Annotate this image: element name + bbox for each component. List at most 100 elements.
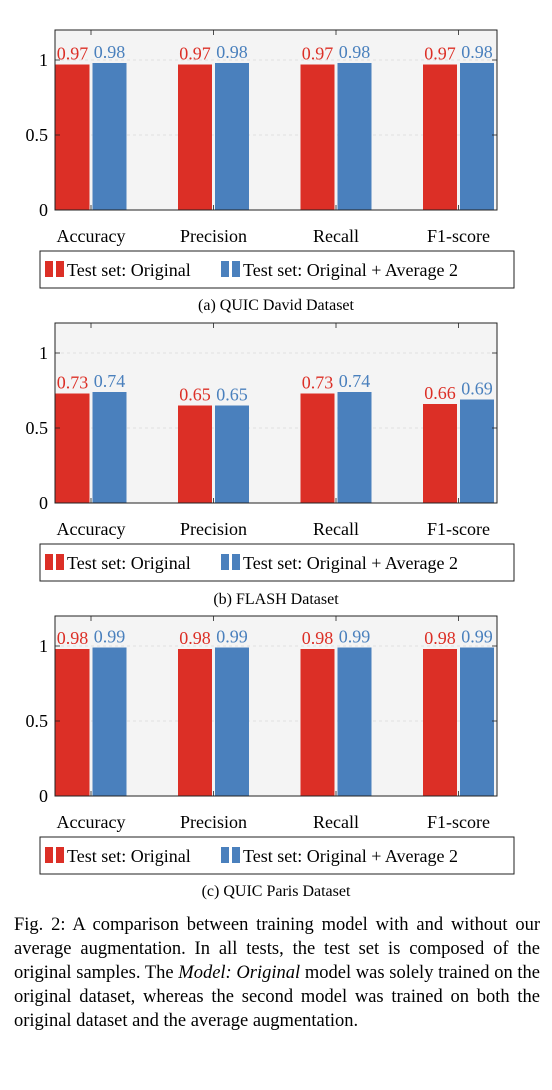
data-label: 0.97 bbox=[424, 44, 456, 64]
legend-swatch bbox=[56, 261, 64, 277]
x-tick-label: F1-score bbox=[427, 812, 490, 832]
legend-swatch bbox=[45, 847, 53, 863]
legend-item-original: Test set: Original bbox=[45, 260, 191, 280]
subfigure-caption-b: (b) FLASH Dataset bbox=[213, 591, 339, 608]
data-label: 0.74 bbox=[339, 371, 371, 391]
chart-panel-quic-paris: 0.98 0.98 0.98 0.980.99 0.99 0.99 0.9900.51Acc… bbox=[26, 615, 515, 875]
bar-augmented bbox=[215, 63, 249, 210]
legend-label: Test set: Original bbox=[67, 846, 191, 866]
bar-augmented bbox=[460, 63, 494, 210]
data-label: 0.98 bbox=[179, 628, 211, 648]
legend-label: Test set: Original bbox=[67, 553, 191, 573]
data-label: 0.97 bbox=[57, 44, 89, 64]
legend-box bbox=[39, 543, 515, 582]
data-label: 0.66 bbox=[424, 383, 456, 403]
data-label: 0.98 bbox=[461, 42, 493, 62]
data-label: 0.99 bbox=[216, 627, 248, 647]
data-label: 0.98 bbox=[302, 628, 334, 648]
x-tick-label: Recall bbox=[313, 226, 359, 246]
legend-box bbox=[39, 250, 515, 289]
bar-original bbox=[55, 649, 90, 796]
chart-panel-flash: 0.73 0.65 0.73 0.66 0.74 0.65 0.74 0.69 0 0.5 1 Acc… bbox=[26, 322, 515, 582]
legend-swatch bbox=[221, 261, 229, 277]
x-tick-label: Precision bbox=[180, 226, 247, 246]
x-tick-label: Recall bbox=[313, 519, 359, 539]
bar-original bbox=[423, 649, 457, 796]
data-label: 0.74 bbox=[94, 371, 126, 391]
data-label: 0.99 bbox=[94, 627, 126, 647]
y-tick-label: 1 bbox=[39, 636, 48, 656]
x-tick-label: Accuracy bbox=[57, 812, 126, 832]
data-label: 0.99 bbox=[461, 627, 493, 647]
legend-swatch bbox=[56, 847, 64, 863]
y-tick-label: 0.5 bbox=[26, 711, 49, 731]
y-tick-label: 0.5 bbox=[26, 125, 49, 145]
bar-original bbox=[300, 649, 335, 796]
legend-item-augmented: Test set: Original + Average 2 bbox=[221, 260, 458, 280]
legend-item-augmented: Test set: Original + Average 2 bbox=[221, 553, 458, 573]
x-tick-label: F1-score bbox=[427, 226, 490, 246]
legend-label: Test set: Original + Average 2 bbox=[243, 553, 458, 573]
subfigure-caption-a: (a) QUIC David Dataset bbox=[198, 297, 354, 314]
figure-caption: Fig. 2: A comparison between training mo… bbox=[14, 913, 540, 1033]
y-tick-label: 1 bbox=[39, 50, 48, 70]
bar-augmented bbox=[92, 63, 127, 210]
data-label: 0.98 bbox=[216, 42, 248, 62]
bar-original bbox=[423, 64, 457, 210]
bar-original bbox=[300, 64, 335, 210]
data-label: 0.69 bbox=[461, 379, 493, 399]
y-tick-label: 0 bbox=[39, 200, 48, 220]
legend-label: Test set: Original + Average 2 bbox=[243, 260, 458, 280]
legend-swatch bbox=[45, 554, 53, 570]
legend-swatch bbox=[56, 554, 64, 570]
x-tick-label: Precision bbox=[180, 812, 247, 832]
x-tick-label: Recall bbox=[313, 812, 359, 832]
legend-box bbox=[39, 836, 515, 875]
plot-frame bbox=[54, 322, 498, 504]
bar-original bbox=[55, 64, 90, 210]
bar-augmented bbox=[215, 405, 249, 503]
bar-original bbox=[300, 393, 335, 503]
plot-frame bbox=[54, 29, 498, 211]
bar-original bbox=[178, 405, 212, 503]
y-tick-label: 0.5 bbox=[26, 418, 49, 438]
data-label: 0.99 bbox=[339, 627, 371, 647]
plot-frame bbox=[54, 615, 498, 797]
y-tick-label: 0 bbox=[39, 786, 48, 806]
bar-original bbox=[55, 393, 90, 503]
data-label: 0.98 bbox=[57, 628, 89, 648]
bar-augmented bbox=[460, 399, 494, 503]
bar-augmented bbox=[337, 647, 372, 796]
figure-caption-model-name: Model: Original bbox=[178, 963, 301, 983]
y-tick-label: 1 bbox=[39, 343, 48, 363]
bar-augmented bbox=[92, 392, 127, 503]
y-tick-label: 0 bbox=[39, 493, 48, 513]
bar-original bbox=[178, 649, 212, 796]
legend-swatch bbox=[232, 261, 240, 277]
x-tick-label: Accuracy bbox=[57, 519, 126, 539]
data-label: 0.73 bbox=[302, 373, 334, 393]
bar-augmented bbox=[460, 647, 494, 796]
data-label: 0.73 bbox=[57, 373, 89, 393]
legend-swatch bbox=[232, 554, 240, 570]
legend-item-original: Test set: Original bbox=[45, 846, 191, 866]
legend-label: Test set: Original + Average 2 bbox=[243, 846, 458, 866]
x-tick-label: F1-score bbox=[427, 519, 490, 539]
legend-swatch bbox=[221, 847, 229, 863]
data-label: 0.65 bbox=[216, 385, 248, 405]
legend-swatch bbox=[221, 554, 229, 570]
legend-swatch bbox=[232, 847, 240, 863]
data-label: 0.98 bbox=[339, 42, 371, 62]
data-label: 0.97 bbox=[302, 44, 334, 64]
figure-caption-part1: Fig. 2: A comparison between training mo… bbox=[14, 915, 540, 983]
legend-item-original: Test set: Original bbox=[45, 553, 191, 573]
subfigure-caption-c: (c) QUIC Paris Dataset bbox=[201, 883, 351, 900]
data-label: 0.97 bbox=[179, 44, 211, 64]
x-tick-label: Accuracy bbox=[57, 226, 126, 246]
chart-panel-quic-david: 0.97 0.97 0.97 0.970.98 0.98 0.98 0.9800.51Acc… bbox=[26, 29, 515, 289]
data-label: 0.98 bbox=[424, 628, 456, 648]
legend-label: Test set: Original bbox=[67, 260, 191, 280]
data-label: 0.65 bbox=[179, 385, 211, 405]
legend-item-augmented: Test set: Original + Average 2 bbox=[221, 846, 458, 866]
figure-caption-part2: model was solely trained on the original… bbox=[14, 963, 541, 1031]
